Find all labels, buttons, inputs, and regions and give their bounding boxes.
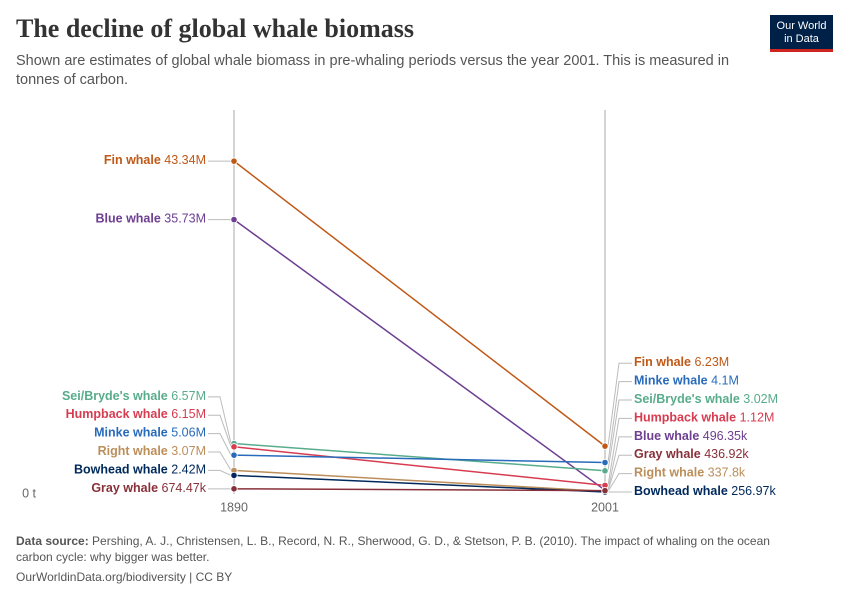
series-name: Sei/Bryde's whale — [634, 392, 740, 406]
slope-line — [233, 454, 606, 464]
value-label: 3.02M — [743, 392, 778, 406]
series-label: Sei/Bryde's whale 6.57M — [62, 389, 206, 403]
series-name: Gray whale — [91, 481, 158, 495]
value-label: 2.42M — [171, 463, 206, 477]
value-label: 1.12M — [740, 411, 775, 425]
series-name: Minke whale — [634, 374, 708, 388]
source-label: Data source: — [16, 534, 89, 548]
series-name: Humpback whale — [66, 408, 168, 422]
point — [601, 487, 609, 495]
source-text: Pershing, A. J., Christensen, L. B., Rec… — [16, 534, 770, 564]
point — [601, 467, 609, 475]
series-label: Fin whale 6.23M — [634, 356, 729, 370]
series-name: Fin whale — [104, 153, 161, 167]
series-label: Gray whale 674.47k — [91, 481, 206, 495]
series-name: Bowhead whale — [74, 463, 168, 477]
label-connector — [208, 414, 232, 447]
series-label: Right whale 337.8k — [634, 466, 746, 480]
logo-line: Our World — [776, 20, 827, 32]
series-name: Blue whale — [634, 429, 699, 443]
value-label: 337.8k — [708, 466, 746, 480]
series-label: Sei/Bryde's whale 3.02M — [634, 392, 778, 406]
series-name: Minke whale — [94, 426, 168, 440]
series-name: Humpback whale — [634, 411, 736, 425]
label-connector — [208, 451, 232, 471]
label-connector — [607, 399, 632, 471]
value-label: 256.97k — [731, 484, 776, 498]
point — [230, 215, 238, 224]
series-label: Minke whale 5.06M — [94, 426, 206, 440]
series-name: Bowhead whale — [634, 484, 728, 498]
series-label: Fin whale 43.34M — [104, 153, 206, 167]
series-name: Gray whale — [634, 448, 701, 462]
label-connector — [607, 436, 632, 491]
slope-line — [233, 469, 606, 493]
slope-line — [233, 442, 606, 472]
label-connector — [607, 454, 632, 491]
value-label: 496.35k — [703, 429, 748, 443]
slope-line — [233, 160, 606, 447]
point — [230, 471, 238, 480]
point — [230, 485, 238, 493]
series-label: Right whale 3.07M — [98, 444, 206, 458]
value-label: 3.07M — [171, 444, 206, 458]
chart-subtitle: Shown are estimates of global whale biom… — [16, 53, 730, 88]
slope-line — [233, 218, 606, 491]
value-label: 4.1M — [711, 374, 739, 388]
value-label: 43.34M — [164, 153, 206, 167]
point — [601, 442, 609, 450]
value-label: 436.92k — [704, 448, 749, 462]
series-label: Humpback whale 6.15M — [66, 408, 206, 422]
label-connector — [208, 433, 232, 456]
label-connector — [607, 362, 632, 447]
value-label: 6.23M — [694, 356, 729, 370]
series-name: Blue whale — [96, 212, 161, 226]
series-name: Fin whale — [634, 356, 691, 370]
point — [230, 451, 238, 459]
logo-line: in Data — [784, 33, 819, 45]
series-label: Humpback whale 1.12M — [634, 411, 774, 425]
value-label: 35.73M — [164, 212, 206, 226]
series-name: Right whale — [634, 466, 704, 480]
value-label: 674.47k — [162, 481, 207, 495]
point — [601, 458, 609, 467]
source: Data source: Pershing, A. J., Christense… — [16, 533, 786, 565]
label-connector — [607, 381, 632, 463]
label-connector — [607, 417, 632, 486]
point — [230, 443, 238, 451]
series-name: Right whale — [98, 444, 168, 458]
chart: 0 t 1890 2001 Fin whale 43.34M Blue whale 35… — [22, 110, 778, 514]
logo[interactable]: Our World in Data — [770, 15, 833, 52]
label-connector — [607, 473, 632, 492]
series-label: Minke whale 4.1M — [634, 374, 739, 388]
y-tick-label: 0 t — [22, 486, 36, 500]
label-connector — [208, 469, 232, 476]
value-label: 5.06M — [171, 426, 206, 440]
chart-title: The decline of global whale biomass — [16, 14, 414, 43]
label-connector — [208, 396, 232, 444]
series-label: Bowhead whale 256.97k — [634, 484, 776, 498]
series-label: Bowhead whale 2.42M — [74, 463, 206, 477]
series-label: Blue whale 35.73M — [96, 212, 206, 226]
series-label: Blue whale 496.35k — [634, 429, 748, 443]
x-tick-label: 1890 — [220, 500, 248, 514]
value-label: 6.15M — [171, 408, 206, 422]
value-label: 6.57M — [171, 389, 206, 403]
x-tick-label: 2001 — [591, 500, 619, 514]
series-name: Sei/Bryde's whale — [62, 389, 168, 403]
footer[interactable]: OurWorldinData.org/biodiversity | CC BY — [16, 570, 233, 584]
slope-line — [233, 474, 606, 493]
point — [230, 157, 238, 165]
slope-line — [233, 446, 606, 487]
series-label: Gray whale 436.92k — [634, 448, 749, 462]
slope-line — [233, 488, 606, 492]
